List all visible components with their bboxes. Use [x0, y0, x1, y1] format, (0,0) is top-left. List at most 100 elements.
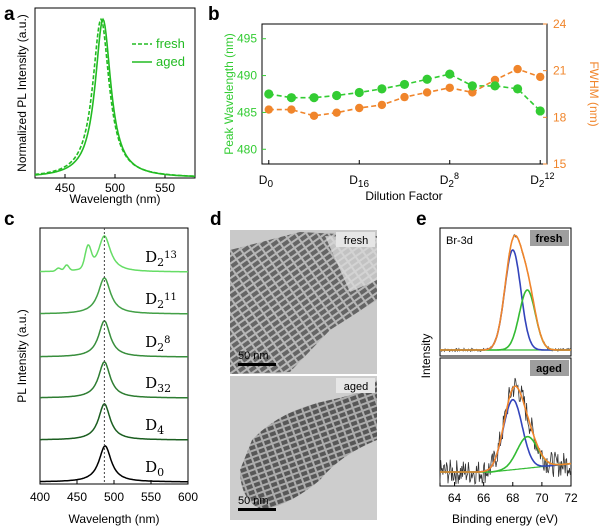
b-ytick-label-0: 480: [237, 142, 257, 156]
panel-a: a 450 500 550 fresh aged Wavelength (nm) N…: [4, 4, 196, 206]
peak-wavelength-point-1: [286, 93, 297, 103]
c-spectrum-label-5: D213: [145, 248, 177, 269]
b-ytick-label-3: 495: [237, 32, 257, 46]
c-spectrum-2: [40, 361, 188, 399]
peak-wavelength-point-6: [399, 79, 410, 90]
panel-label-c: c: [4, 209, 15, 230]
peak-wavelength-point-7: [422, 74, 432, 84]
tem-aged-scale-label: 50 nm: [238, 495, 269, 507]
peak-wavelength-point-11: [512, 84, 523, 94]
fwhm-point-12: [536, 72, 545, 82]
panel-c-marks: 400 450 500 550 600 D0 D4 D32 D28 D211 D213: [30, 228, 198, 504]
panel-e-xlabel: Binding energy (eV): [452, 512, 558, 526]
e-xtick-label-4: 72: [564, 491, 578, 505]
peak-wavelength-point-3: [332, 90, 342, 101]
panel-b-y2label: FWHM (nm): [587, 61, 600, 126]
c-spectrum-label-3: D28: [145, 333, 170, 354]
peak-wavelength-point-0: [264, 89, 274, 99]
c-xtick-label-1: 450: [67, 490, 87, 504]
b-y2tick-label-1: 18: [553, 110, 567, 124]
panel-e-marks: 64 66 68 70 72: [439, 233, 578, 505]
panel-e-ylabel: Intensity: [419, 334, 433, 379]
c-spectrum-1: [40, 403, 188, 441]
tem-aged-tag: aged: [344, 381, 368, 393]
series-aged-curve: [34, 17, 195, 178]
panel-c-ylabel: PL Intensity (a.u.): [15, 309, 29, 403]
b-xtick-label-3: D212: [530, 171, 554, 190]
panel-e-fresh-tag: fresh: [536, 233, 563, 245]
panel-e-fresh-frame: [439, 227, 572, 357]
peak-wavelength-point-9: [467, 81, 477, 91]
panel-c-xlabel: Wavelength (nm): [69, 512, 160, 526]
e-fresh-component-1: [440, 289, 571, 351]
b-ytick-label-1: 485: [237, 105, 257, 119]
e-fresh-raw: [439, 233, 572, 353]
e-fresh-component-0: [440, 249, 571, 351]
b-xtick-label-1: D16: [349, 173, 369, 190]
b-xtick-label-2: D28: [440, 171, 459, 190]
b-xtick-label-0: D0: [259, 173, 274, 190]
legend-aged-label: aged: [156, 54, 185, 69]
peak-wavelength-point-5: [377, 84, 387, 94]
fwhm-point-2: [309, 111, 319, 120]
a-xtick-label-1: 500: [105, 181, 125, 195]
tem-image-aged: aged 50 nm: [230, 376, 377, 520]
a-xtick-label-0: 450: [55, 181, 75, 195]
panel-label-a: a: [4, 4, 15, 25]
c-spectrum-label-2: D32: [145, 374, 171, 395]
a-xtick-label-2: 550: [155, 181, 175, 195]
fwhm-point-11: [513, 64, 522, 74]
c-spectrum-0: [40, 445, 188, 483]
c-spectrum-label-1: D4: [145, 416, 164, 437]
panel-b-marks: 480 485 490 495 15 18 21 24: [237, 17, 567, 171]
peak-wavelength-point-12: [535, 106, 545, 116]
panel-d: d fresh 50 nm aged 50 nm: [210, 209, 377, 520]
peak-wavelength-point-2: [309, 93, 319, 103]
fwhm-point-3: [332, 108, 341, 117]
peak-wavelength-line: [268, 73, 541, 112]
fwhm-point-0: [264, 105, 273, 114]
c-spectrum-5: [40, 235, 188, 273]
panel-e-fresh-tag-bg: [530, 230, 569, 246]
peak-wavelength-point-10: [490, 81, 500, 91]
fwhm-point-4: [355, 103, 364, 113]
panel-a-ylabel: Normalized PL Intensity (a.u.): [15, 14, 29, 172]
legend-fresh-label: fresh: [156, 36, 185, 51]
fwhm-point-9: [468, 88, 477, 97]
tem-fresh-tag: fresh: [344, 235, 368, 247]
tem-fresh-scale-label: 50 nm: [238, 350, 269, 362]
b-ytick-label-2: 490: [237, 69, 257, 83]
panel-label-d: d: [210, 209, 222, 230]
fwhm-point-8: [445, 83, 454, 92]
peak-wavelength-point-4: [354, 87, 364, 98]
e-xtick-label-2: 68: [506, 491, 520, 505]
panel-label-b: b: [208, 4, 220, 25]
panel-e: e 64 66 68 70 72 Br-3d fresh aged Binding en…: [416, 209, 578, 526]
c-spectrum-label-4: D211: [145, 290, 177, 311]
tem-fresh-scale-bar: [238, 363, 276, 366]
panel-b-frame: [261, 23, 548, 165]
peak-wavelength-point-8: [445, 69, 455, 79]
c-spectrum-label-0: D0: [145, 458, 164, 479]
c-xtick-label-4: 600: [178, 490, 198, 504]
panel-b-xlabel: Dilution Factor: [365, 189, 442, 203]
e-xtick-label-1: 66: [477, 491, 491, 505]
e-aged-raw: [439, 377, 572, 485]
e-aged-envelope: [440, 385, 572, 473]
panel-e-aged-tag-bg: [530, 360, 569, 376]
e-xtick-label-3: 70: [535, 491, 549, 505]
b-y2tick-label-2: 21: [553, 64, 567, 78]
c-xtick-label-0: 400: [30, 490, 50, 504]
tem-image-fresh: fresh 50 nm: [230, 230, 377, 374]
panel-e-aged-tag: aged: [536, 363, 562, 375]
c-spectrum-3: [40, 320, 188, 358]
panel-a-x-ticks: 450 500 550: [55, 174, 175, 195]
c-spectrum-4: [40, 277, 188, 315]
fwhm-point-5: [377, 100, 387, 110]
fwhm-line: [268, 68, 541, 117]
panel-e-element-label: Br-3d: [446, 235, 473, 247]
fwhm-point-6: [400, 92, 409, 102]
panel-c: c 400 450 500 550 600 D0 D4 D32 D28 D211 D213 Wave…: [4, 209, 198, 526]
b-y2tick-label-3: 24: [553, 17, 567, 31]
